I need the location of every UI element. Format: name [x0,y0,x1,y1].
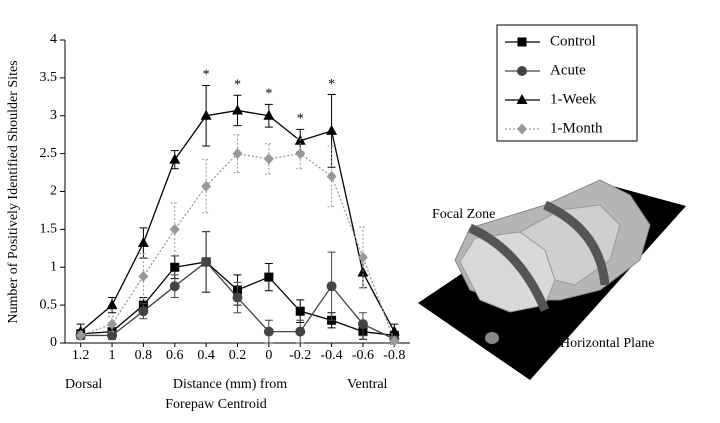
x-tick-label: 0.8 [135,348,153,363]
marker [389,335,400,347]
marker [517,37,527,47]
x-tick-label: -0.4 [321,348,343,363]
marker [517,66,527,76]
x-tick-label: 0 [265,348,272,363]
marker [137,237,149,248]
marker [138,270,149,282]
significance-star: * [297,112,304,127]
x-tick-label: 0.2 [229,348,247,363]
significance-star: * [328,77,335,92]
marker [263,109,275,120]
marker [201,180,212,192]
marker [326,124,338,135]
y-tick-label: 2.5 [40,146,58,161]
marker [75,329,86,341]
error-bar [358,226,367,289]
marker [326,281,337,292]
marker [232,148,243,160]
marker [170,262,180,272]
marker [232,104,243,115]
legend-text: 1-Month [550,120,603,136]
significance-star: * [234,78,241,93]
y-axis-label: Number of Positively Identified Shoulder… [6,60,21,323]
y-tick-label: 0.5 [40,297,58,312]
y-tick-label: 1 [50,259,57,274]
y-tick-label: 4 [50,32,57,47]
marker [388,325,400,336]
marker [326,170,337,182]
error-bar [202,159,211,214]
y-tick-label: 0 [50,335,57,350]
error-bar [170,202,179,257]
x-tick-label: 0.4 [197,348,215,363]
marker [107,330,118,341]
significance-star: * [265,87,272,102]
x-end-label: Ventral [347,377,388,392]
error-bar [233,134,242,174]
marker [357,251,368,263]
x-tick-label: 1.2 [72,348,90,363]
error-bar [139,253,148,300]
marker [357,319,368,330]
limb [485,332,499,344]
x-axis-label: Forepaw Centroid [165,397,266,412]
inset-illustration: Focal Zone Horizontal Plane [418,179,686,380]
y-tick-label: 1.5 [40,222,58,237]
focal-zone-band [468,223,550,312]
y-tick-label: 3 [50,108,57,123]
y-tick-label: 2 [50,184,57,199]
marker [201,256,212,267]
marker [200,109,212,120]
marker [263,326,274,337]
error-bar [296,137,305,170]
error-bar [327,145,336,208]
focal-zone-band [543,200,610,286]
marker [169,281,180,292]
x-tick-label: -0.2 [289,348,311,363]
marker [264,272,274,282]
x-tick-label: -0.6 [352,348,374,363]
inset-label: Focal Zone [432,207,495,222]
marker [516,94,528,104]
inset-label: Horizontal Plane [560,336,654,351]
marker [232,292,243,303]
marker [517,123,527,135]
marker [106,299,118,310]
marker [295,148,306,160]
error-bar [264,143,273,175]
marker [263,153,274,165]
y-tick-label: 3.5 [40,70,58,85]
x-axis-label: Distance (mm) from [173,377,287,392]
body-shape [519,204,621,286]
marker [295,306,305,316]
marker [169,153,181,164]
marker [169,223,180,235]
significance-star: * [203,68,210,83]
marker [107,318,118,330]
legend-text: Control [550,33,596,49]
marker [138,306,149,317]
x-end-label: Dorsal [65,377,102,392]
x-tick-label: 1 [109,348,116,363]
x-tick-label: -0.8 [383,348,405,363]
x-tick-label: 0.6 [166,348,184,363]
marker [295,326,306,337]
legend-text: 1-Week [550,91,597,107]
legend-text: Acute [550,62,586,78]
